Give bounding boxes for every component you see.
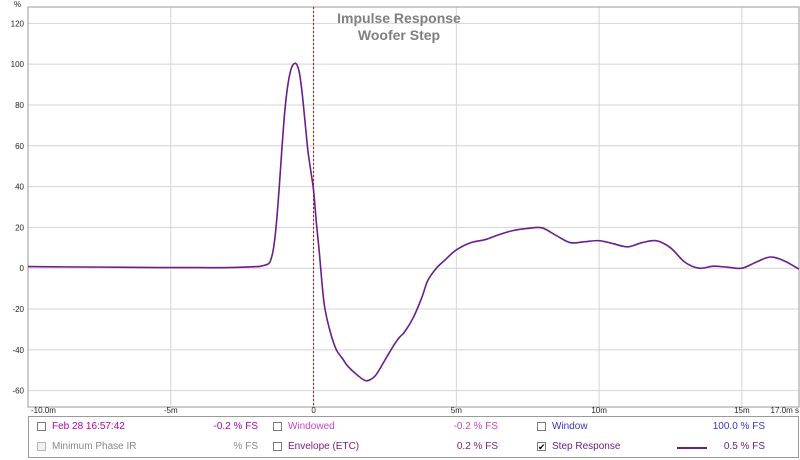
y-tick-label: -40	[12, 346, 24, 355]
window-checkbox[interactable]	[537, 422, 546, 431]
envelope-value: 0.2 % FS	[456, 441, 498, 452]
minimum-phase-checkbox[interactable]	[37, 442, 46, 451]
step-response-value: 0.5 % FS	[723, 441, 765, 452]
step-response-swatch	[677, 447, 707, 449]
legend-row-1: Feb 28 16:57:42 -0.2 % FS Windowed -0.2 …	[29, 418, 798, 438]
overlay-value: -0.2 % FS	[213, 421, 258, 432]
minimum-phase-label: Minimum Phase IR	[52, 441, 137, 452]
y-tick-label: 100	[11, 60, 25, 69]
x-tick-label: 0	[311, 406, 316, 415]
y-tick-label: 40	[15, 183, 24, 192]
plot-frame	[27, 6, 800, 408]
minimum-phase-value: % FS	[233, 441, 258, 452]
x-tick-label: 15m	[734, 406, 750, 415]
x-tick-label: -5m	[164, 406, 178, 415]
step-response-checkbox[interactable]: ✔	[537, 442, 546, 452]
impulse-response-chart: % 120 100 80 60 40 20 0 -20 -40 -60 -10.0m -5m 0 5m 1…	[11, 0, 800, 415]
windowed-label: Windowed	[288, 421, 335, 432]
y-axis-unit: %	[14, 0, 21, 9]
grid-lines	[28, 7, 799, 407]
y-tick-label: 80	[15, 101, 24, 110]
chart-subtitle: Woofer Step	[358, 27, 440, 43]
window-label: Window	[552, 421, 588, 432]
y-tick-label: 20	[15, 223, 24, 232]
x-tick-label: -10.0m	[31, 406, 56, 415]
step-response-label: Step Response	[552, 441, 621, 452]
legend-panel: Feb 28 16:57:42 -0.2 % FS Windowed -0.2 …	[28, 416, 799, 458]
legend-row-2: Minimum Phase IR % FS Envelope (ETC) 0.2…	[29, 438, 798, 458]
step-response-line	[27, 62, 800, 382]
chart-title: Impulse Response	[337, 10, 461, 26]
y-tick-label: 120	[11, 19, 25, 28]
window-value: 100.0 % FS	[712, 421, 765, 432]
overlay-checkbox[interactable]	[37, 422, 46, 431]
x-axis-tick-labels: -10.0m -5m 0 5m 10m 15m 17.0m s	[31, 406, 799, 415]
y-tick-label: 0	[20, 264, 25, 273]
y-tick-label: -60	[12, 387, 24, 396]
windowed-checkbox[interactable]	[273, 422, 282, 431]
x-tick-label: 17.0m s	[771, 406, 799, 415]
x-tick-label: 10m	[591, 406, 607, 415]
y-axis-tick-labels: 120 100 80 60 40 20 0 -20 -40 -60	[11, 19, 25, 395]
envelope-label: Envelope (ETC)	[288, 441, 360, 452]
x-tick-label: 5m	[451, 406, 462, 415]
envelope-checkbox[interactable]	[273, 442, 282, 451]
y-tick-label: -20	[12, 305, 24, 314]
y-tick-label: 60	[15, 142, 24, 151]
windowed-value: -0.2 % FS	[453, 421, 498, 432]
overlay-label: Feb 28 16:57:42	[52, 421, 125, 432]
